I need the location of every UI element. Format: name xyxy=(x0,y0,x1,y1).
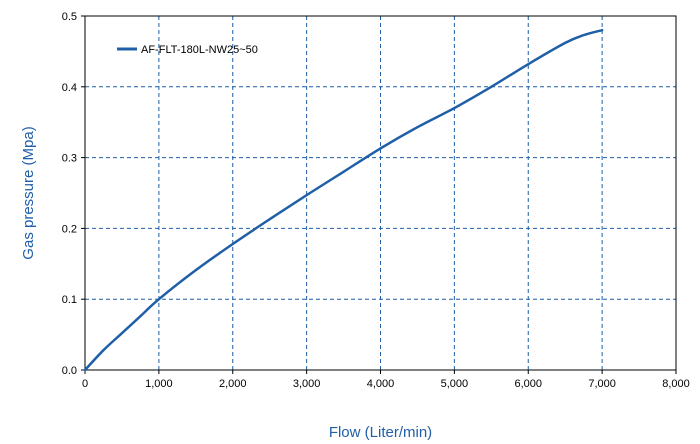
grid-layer xyxy=(85,16,676,370)
x-tick-label: 4,000 xyxy=(367,378,395,390)
x-tick-label: 0 xyxy=(82,378,88,390)
x-tick-label: 8,000 xyxy=(662,378,690,390)
y-tick-label: 0.2 xyxy=(62,223,77,235)
legend: AF-FLT-180L-NW25~50 xyxy=(117,44,258,56)
x-tick-label: 7,000 xyxy=(588,378,616,390)
y-axis-title: Gas pressure (Mpa) xyxy=(20,126,37,259)
y-tick-label: 0.5 xyxy=(62,11,77,23)
x-tick-label: 6,000 xyxy=(514,378,542,390)
y-tick-label: 0.4 xyxy=(62,82,77,94)
x-tick-label: 3,000 xyxy=(293,378,321,390)
series-line xyxy=(83,28,604,372)
x-axis-title: Flow (Liter/min) xyxy=(329,424,432,441)
x-tick-label: 5,000 xyxy=(441,378,469,390)
legend-label: AF-FLT-180L-NW25~50 xyxy=(141,44,258,56)
y-tick-label: 0.1 xyxy=(62,294,77,306)
x-tick-label: 2,000 xyxy=(219,378,247,390)
x-tick-label: 1,000 xyxy=(145,378,173,390)
y-tick-label: 0.3 xyxy=(62,153,77,165)
ticks-layer: 0 1,000 2,000 3,000 4,000 5,000 6,000 7,000 8,00… xyxy=(62,11,690,390)
y-tick-label: 0.0 xyxy=(62,365,77,377)
series-layer xyxy=(83,28,604,372)
